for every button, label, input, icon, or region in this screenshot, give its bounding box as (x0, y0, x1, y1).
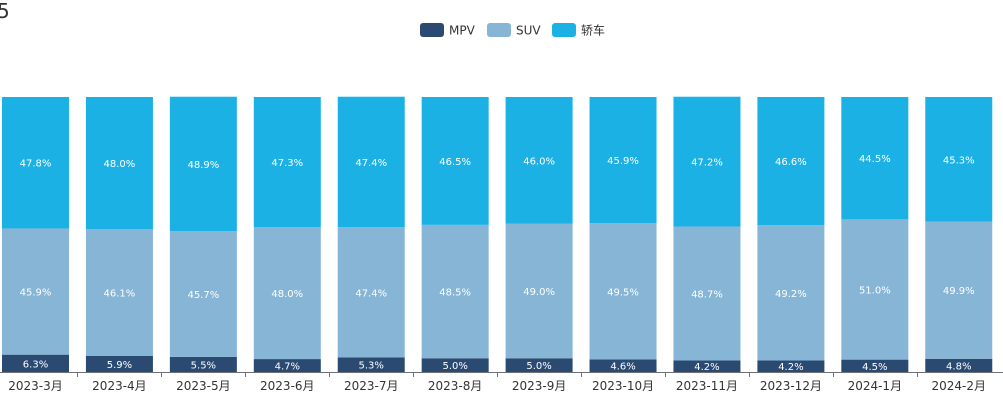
data-label-suv-7: 49.0% (523, 287, 555, 298)
data-label-mpv-9: 4.2% (694, 362, 719, 373)
data-label-series-2: 48.0% (104, 159, 136, 170)
data-label-series-8: 45.9% (607, 156, 639, 167)
bar-mpv-9[interactable] (673, 360, 741, 372)
bar-suv-2[interactable] (85, 229, 153, 356)
x-tick-label-11: 2024-1月 (848, 379, 903, 393)
x-tick-label-1: 2023-3月 (8, 379, 63, 393)
bar-suv-9[interactable] (673, 226, 741, 361)
data-label-series-12: 45.3% (943, 155, 975, 166)
bar-series-1[interactable] (2, 97, 69, 229)
bar-series-4[interactable] (253, 97, 321, 228)
data-label-series-1: 47.8% (20, 159, 52, 170)
x-tick-label-3: 2023-5月 (176, 379, 231, 393)
bar-series-2[interactable] (85, 97, 153, 229)
data-label-suv-1: 45.9% (20, 288, 52, 299)
data-label-suv-3: 45.7% (187, 290, 219, 301)
data-label-series-9: 47.2% (691, 158, 723, 169)
bar-series-9[interactable] (673, 96, 741, 227)
bar-series-10[interactable] (757, 97, 825, 226)
data-label-suv-6: 48.5% (439, 288, 471, 299)
bar-series-12[interactable] (925, 97, 993, 222)
bar-series-11[interactable] (841, 97, 909, 220)
bar-series-6[interactable] (421, 97, 489, 225)
bar-mpv-5[interactable] (337, 357, 405, 372)
bars-group (2, 96, 993, 372)
legend-label-suv[interactable]: SUV (516, 24, 541, 38)
data-label-mpv-7: 5.0% (526, 361, 551, 372)
data-label-series-11: 44.5% (859, 154, 891, 165)
data-label-mpv-8: 4.6% (610, 362, 635, 373)
bar-suv-7[interactable] (505, 223, 573, 359)
bar-suv-4[interactable] (253, 227, 321, 360)
data-label-suv-5: 47.4% (355, 288, 387, 299)
x-tick-label-8: 2023-10月 (592, 379, 654, 393)
legend-swatch-suv[interactable] (487, 23, 511, 37)
bar-suv-6[interactable] (421, 224, 489, 359)
data-label-series-6: 46.5% (439, 157, 471, 168)
data-label-suv-4: 48.0% (271, 289, 303, 300)
bar-series-7[interactable] (505, 97, 573, 224)
data-label-mpv-5: 5.3% (359, 361, 384, 372)
bar-series-5[interactable] (337, 96, 405, 228)
legend-label-series[interactable]: 轿车 (581, 23, 605, 38)
bar-suv-3[interactable] (169, 231, 237, 357)
data-label-mpv-3: 5.5% (191, 360, 216, 371)
data-label-mpv-1: 6.3% (23, 359, 48, 370)
data-label-series-4: 47.3% (271, 158, 303, 169)
data-label-mpv-11: 4.5% (862, 362, 887, 373)
bar-mpv-8[interactable] (589, 359, 657, 372)
cropped-title-fragment: 5 (0, 0, 10, 23)
data-label-mpv-12: 4.8% (946, 361, 971, 372)
chart-legend: MPV SUV 轿车 (420, 23, 605, 38)
bar-mpv-10[interactable] (757, 360, 825, 372)
data-label-series-3: 48.9% (187, 160, 219, 171)
bar-series-3[interactable] (169, 96, 237, 232)
bar-suv-11[interactable] (841, 219, 909, 360)
bar-suv-1[interactable] (2, 228, 69, 355)
x-tick-label-5: 2023-7月 (344, 379, 399, 393)
bar-series-8[interactable] (589, 97, 657, 224)
bar-mpv-6[interactable] (421, 358, 489, 372)
bar-suv-12[interactable] (925, 221, 993, 359)
data-label-suv-10: 49.2% (775, 289, 807, 300)
x-tick-label-9: 2023-11月 (676, 379, 738, 393)
data-label-series-10: 46.6% (775, 157, 807, 168)
bar-mpv-12[interactable] (925, 358, 993, 372)
data-label-suv-2: 46.1% (104, 288, 136, 299)
x-tick-label-12: 2024-2月 (932, 379, 987, 393)
x-axis: 2023-3月 2023-4月 2023-5月 2023-6月 2023-7月 2023-… (0, 372, 1003, 393)
bar-mpv-4[interactable] (253, 359, 321, 372)
bar-suv-8[interactable] (589, 223, 657, 360)
data-label-mpv-6: 5.0% (442, 361, 467, 372)
data-label-series-5: 47.4% (355, 158, 387, 169)
legend-swatch-mpv[interactable] (420, 23, 444, 37)
x-tick-label-2: 2023-4月 (92, 379, 147, 393)
legend-label-mpv[interactable]: MPV (449, 24, 476, 38)
data-label-suv-8: 49.5% (607, 287, 639, 298)
bar-mpv-3[interactable] (169, 356, 237, 372)
x-tick-label-6: 2023-8月 (428, 379, 483, 393)
x-tick-label-7: 2023-9月 (512, 379, 567, 393)
bar-suv-10[interactable] (757, 225, 825, 361)
data-label-suv-12: 49.9% (943, 286, 975, 297)
data-label-series-7: 46.0% (523, 156, 555, 167)
bar-mpv-7[interactable] (505, 358, 573, 372)
data-label-mpv-4: 4.7% (275, 362, 300, 373)
bar-mpv-2[interactable] (85, 355, 153, 372)
x-tick-label-4: 2023-6月 (260, 379, 315, 393)
bar-suv-5[interactable] (337, 227, 405, 358)
legend-swatch-series[interactable] (552, 23, 576, 37)
data-labels-group: 6.3% 45.9% 47.8% 5.9% 46.1% 48.0% 5.5% 45.7% 48.… (20, 154, 975, 373)
bar-mpv-11[interactable] (841, 359, 909, 372)
data-label-mpv-2: 5.9% (107, 360, 132, 371)
data-label-mpv-10: 4.2% (778, 362, 803, 373)
x-tick-label-10: 2023-12月 (760, 379, 822, 393)
bar-mpv-1[interactable] (2, 354, 69, 372)
data-label-suv-9: 48.7% (691, 289, 723, 300)
data-label-suv-11: 51.0% (859, 286, 891, 297)
